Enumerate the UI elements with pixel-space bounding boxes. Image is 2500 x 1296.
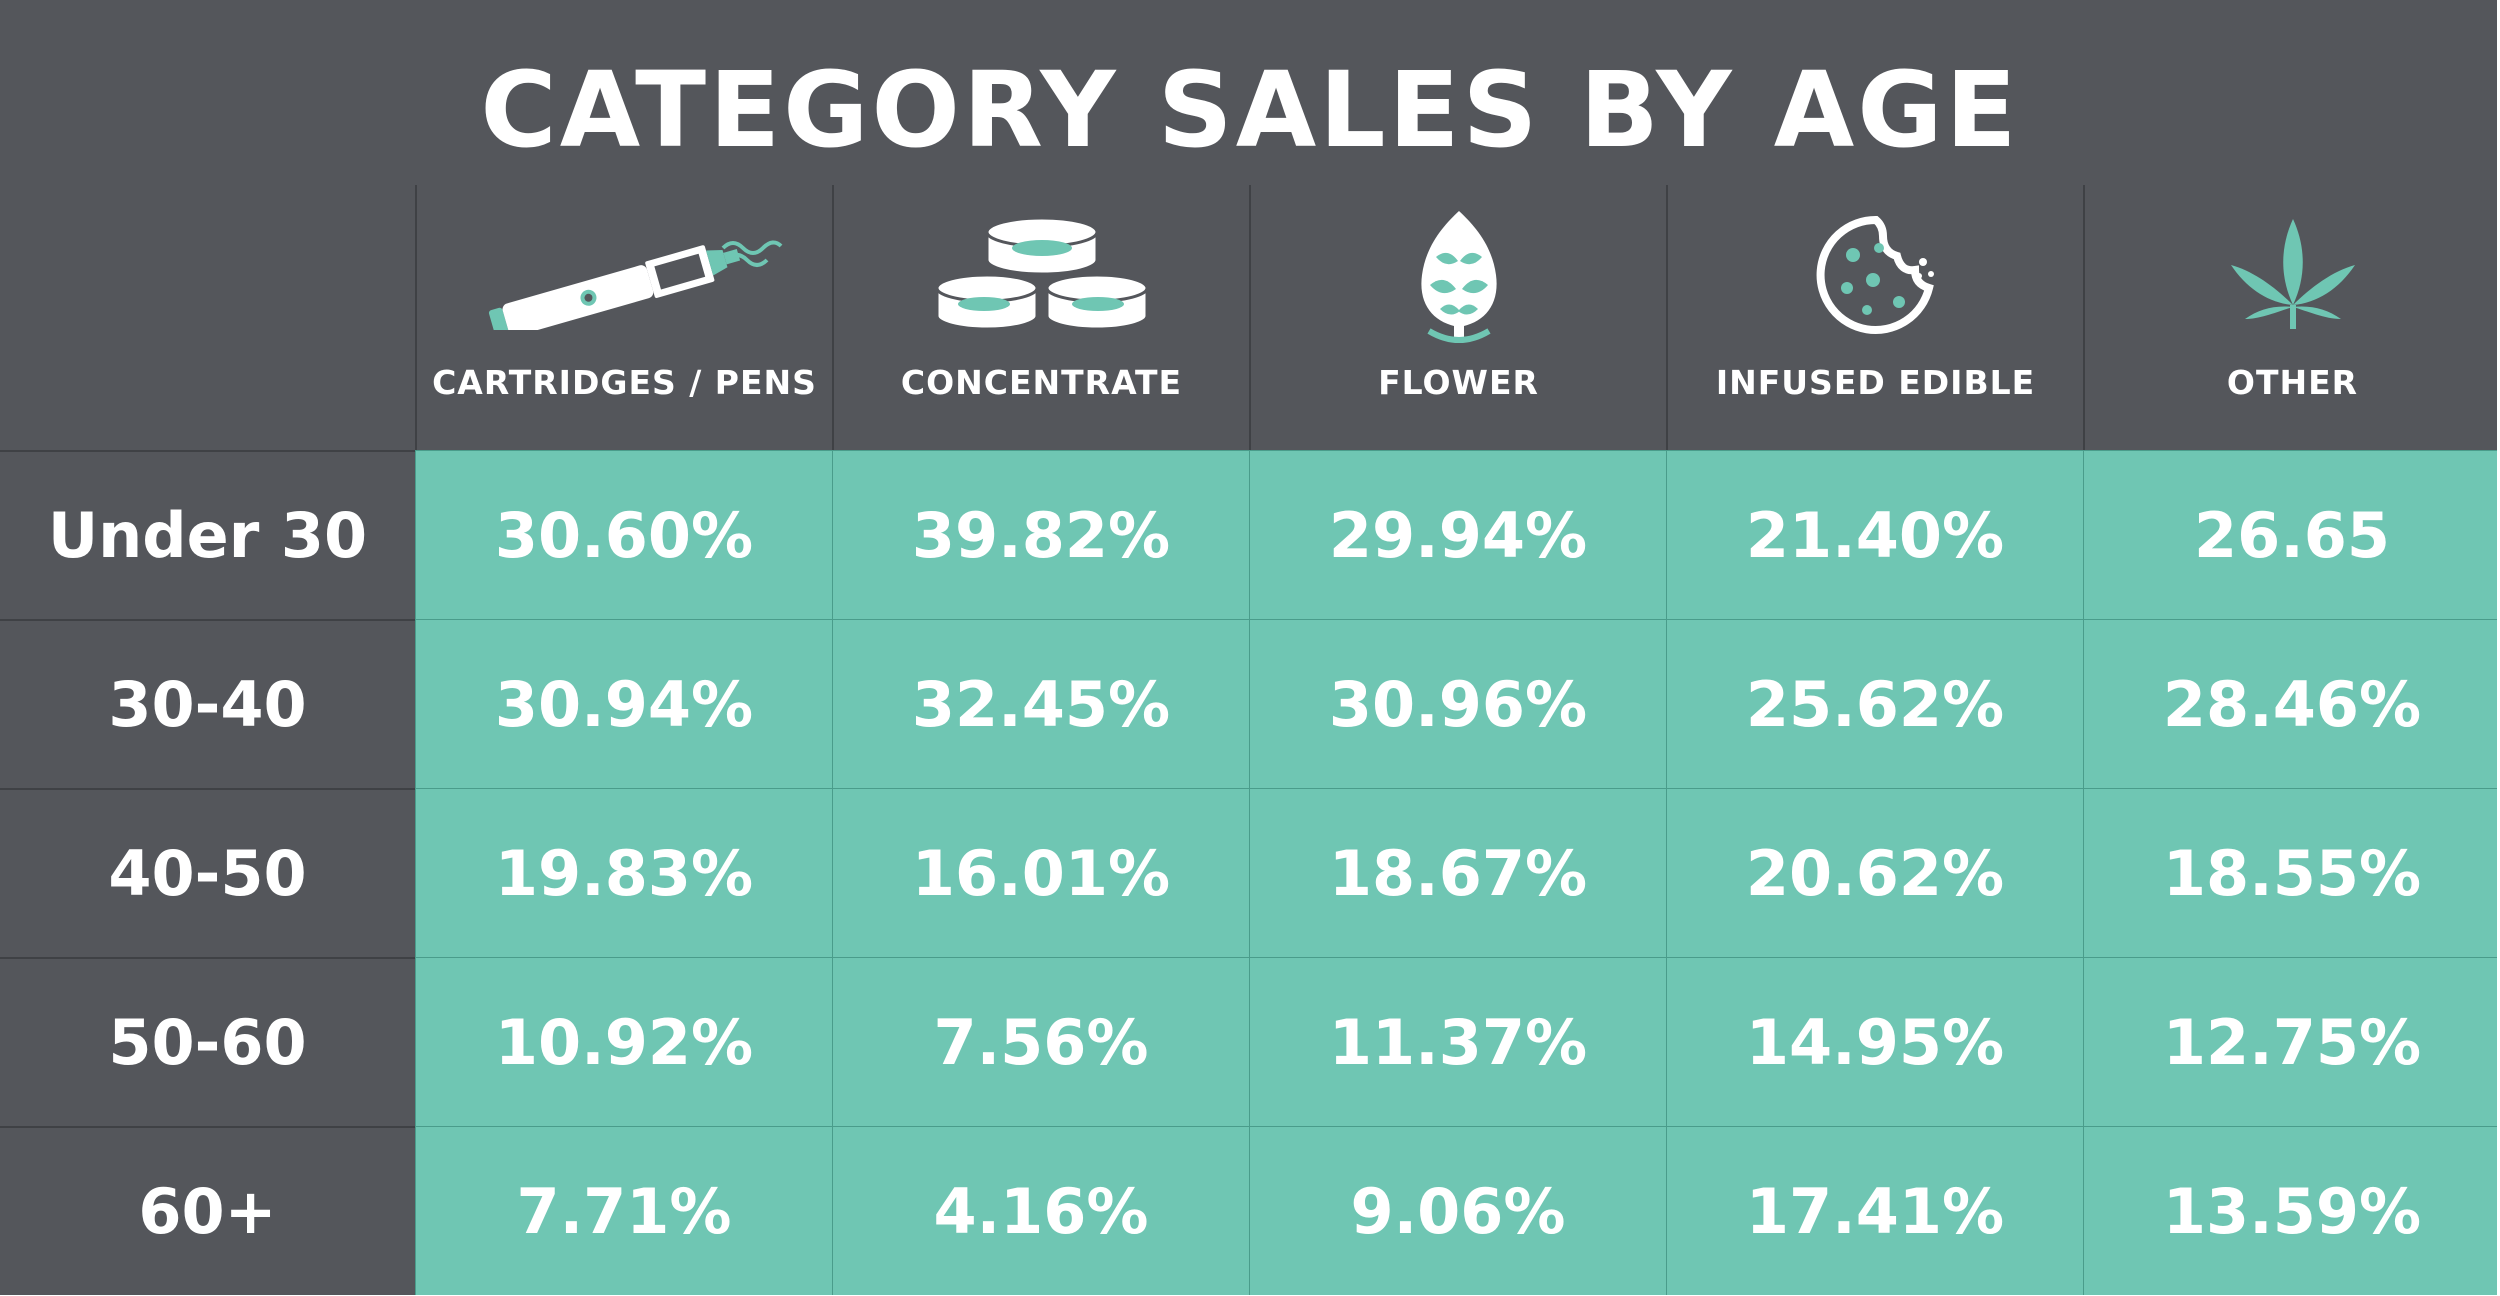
table-cell: 19.83% <box>415 788 832 957</box>
row-label: 60+ <box>0 1126 415 1295</box>
sales-table: CARTRIDGES / PENS <box>0 185 2500 1295</box>
column-header-other: OTHER <box>2083 185 2500 450</box>
table-cell: 20.62% <box>1666 788 2083 957</box>
table-cell: 29.94% <box>1249 450 1666 619</box>
table-cell: 9.06% <box>1249 1126 1666 1295</box>
table-cell: 39.82% <box>832 450 1249 619</box>
table-cell: 30.60% <box>415 450 832 619</box>
table-cell: 13.59% <box>2083 1126 2500 1295</box>
table-cell: 25.62% <box>1666 619 2083 788</box>
table-cell: 14.95% <box>1666 957 2083 1126</box>
row-label: Under 30 <box>0 450 415 619</box>
table-cell: 26.65 <box>2083 450 2500 619</box>
table-cell: 11.37% <box>1249 957 1666 1126</box>
row-label: 50-60 <box>0 957 415 1126</box>
table-corner <box>0 185 415 450</box>
column-label: INFUSED EDIBLE <box>1715 363 2036 402</box>
table-cell: 12.75% <box>2083 957 2500 1126</box>
page-title: CATEGORY SALES BY AGE <box>480 49 2020 171</box>
column-label: CONCENTRATE <box>900 363 1183 402</box>
table-cell: 30.96% <box>1249 619 1666 788</box>
column-header-flower: FLOWER <box>1249 185 1666 450</box>
table-cell: 18.67% <box>1249 788 1666 957</box>
table-cell: 16.01% <box>832 788 1249 957</box>
cannabis-leaf-icon <box>2223 205 2363 345</box>
table-cell: 21.40% <box>1666 450 2083 619</box>
column-label: CARTRIDGES / PENS <box>432 363 817 402</box>
column-header-infused-edible: INFUSED EDIBLE <box>1666 185 2083 450</box>
table-cell: 10.92% <box>415 957 832 1126</box>
table-cell: 17.41% <box>1666 1126 2083 1295</box>
row-label: 40-50 <box>0 788 415 957</box>
column-label: FLOWER <box>1378 363 1539 402</box>
right-border <box>2497 0 2500 1296</box>
column-header-cartridges: CARTRIDGES / PENS <box>415 185 832 450</box>
table-cell: 32.45% <box>832 619 1249 788</box>
table-cell: 30.94% <box>415 619 832 788</box>
cannabis-bud-icon <box>1404 205 1514 345</box>
table-cell: 18.55% <box>2083 788 2500 957</box>
table-cell: 4.16% <box>832 1126 1249 1295</box>
column-header-concentrate: CONCENTRATE <box>832 185 1249 450</box>
row-label: 30-40 <box>0 619 415 788</box>
table-cell: 28.46% <box>2083 619 2500 788</box>
table-cell: 7.56% <box>832 957 1249 1126</box>
concentrate-jars-icon <box>932 205 1152 345</box>
column-label: OTHER <box>2226 363 2359 402</box>
cookie-icon <box>1811 205 1941 345</box>
table-cell: 7.71% <box>415 1126 832 1295</box>
vape-pen-icon <box>465 205 785 345</box>
